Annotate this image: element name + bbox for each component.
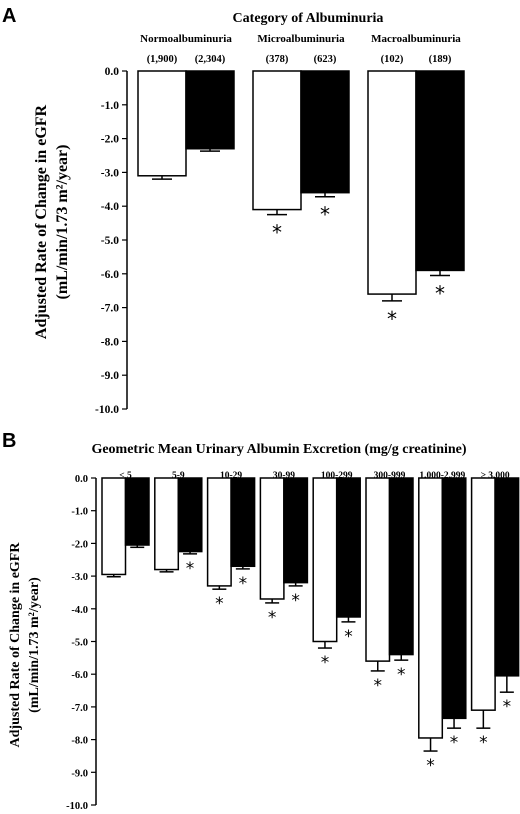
panel-a-category-label: Normoalbuminuria (140, 33, 232, 45)
panel-b-category-label: 30-99 (273, 471, 295, 481)
panel-a-y-axis-units: (mL/min/1.73 m²/year) (54, 145, 71, 300)
panel-a-count-label: (189) (429, 54, 452, 65)
panel-b-y-tick-label: -8.0 (71, 736, 88, 747)
panel-a-title: Category of Albuminuria (233, 11, 384, 26)
panel-b-bar-black (283, 477, 309, 584)
panel-a-y-tick-label: -1.0 (101, 100, 119, 112)
panel-b-y-axis-label: Adjusted Rate of Change in eGFR (8, 542, 23, 748)
panel-a-bar-white (137, 70, 187, 177)
panel-b-category-label: ≥ 3,000 (481, 471, 510, 481)
panel-a-y-tick-label: -7.0 (101, 303, 119, 315)
panel-b-bar-black (494, 477, 520, 677)
panel-a-significance-marker: * (435, 281, 445, 305)
panel-b-letter: B (2, 430, 16, 452)
panel-b-title: Geometric Mean Urinary Albumin Excretion… (91, 442, 466, 457)
panel-b-y-tick-label: -3.0 (71, 572, 88, 583)
panel-a-y-axis-label: Adjusted Rate of Change in eGFR (33, 104, 50, 339)
panel-b-bar-white (418, 477, 444, 739)
panel-a-count-label: (1,900) (147, 54, 178, 65)
panel-b-category-label: 5-9 (172, 471, 185, 481)
panel-b-bar-white (154, 477, 180, 571)
panel-b-bar-white (470, 477, 496, 711)
panel-a-category-label: Macroalbuminuria (371, 33, 461, 45)
panel-a-significance-marker: * (272, 221, 282, 245)
panel-b-category-label: 10-29 (220, 471, 242, 481)
panel-a-y-tick-label: -8.0 (101, 336, 119, 348)
panel-a-significance-marker: * (320, 203, 330, 227)
panel-b-significance-marker: * (215, 594, 224, 614)
panel-b-y-tick-label: -4.0 (71, 605, 88, 616)
panel-b-bar-black (388, 477, 414, 656)
panel-b-y-tick-label: -7.0 (71, 703, 88, 714)
panel-a-count-label: (623) (314, 54, 337, 65)
panel-a-plot: 0.0 -1.0 -2.0 -3.0 -4.0 -5.0 -6.0 -7.0 -8.0 -9.0 -… (95, 33, 465, 416)
panel-b-bar-white (259, 477, 285, 600)
panel-a-bar-black (185, 70, 235, 150)
panel-a-letter: A (2, 5, 16, 27)
panel-a-bar-black (415, 70, 465, 272)
panel-a-count-label: (378) (266, 54, 289, 65)
panel-b-significance-marker: * (321, 653, 330, 673)
panel-b-bar-white (312, 477, 338, 643)
panel-b-bar-white (101, 477, 127, 576)
panel-b-bar-black (441, 477, 467, 720)
panel-b-y-axis-units: (mL/min/1.73 m²/year) (27, 577, 42, 713)
panel-b-significance-marker: * (268, 608, 277, 628)
panel-b-significance-marker: * (479, 733, 488, 753)
panel-b-bar-black (124, 477, 150, 546)
panel-b-y-tick-label: -10.0 (66, 801, 88, 812)
panel-b-significance-marker: * (374, 676, 383, 696)
panel-a-y-tick-label: -2.0 (101, 134, 119, 146)
panel-b-category-label: 300-999 (374, 471, 406, 481)
panel-b-y-tick-label: -5.0 (71, 638, 88, 649)
panel-a-y-tick-label: -6.0 (101, 269, 119, 281)
panel-b-significance-marker: * (291, 591, 300, 611)
panel-b-bar-black (177, 477, 203, 553)
panel-b-bar-black (335, 477, 361, 618)
panel-b-bar-black (230, 477, 256, 568)
panel-a-y-tick-label: -4.0 (101, 201, 119, 213)
panel-a-bar-black (300, 70, 350, 194)
panel-b-significance-marker: * (503, 697, 512, 717)
panel-b-category-label: 100-299 (321, 471, 353, 481)
panel-b-y-tick-label: -1.0 (71, 507, 88, 518)
panel-b-category-label: 1,000-2,999 (419, 471, 465, 481)
panel-a-significance-marker: * (387, 307, 397, 331)
panel-a: A Category of Albuminuria Adjusted Rate … (2, 5, 465, 416)
panel-b-bar-white (365, 477, 391, 662)
panel-b-significance-marker: * (450, 733, 459, 753)
panel-b-plot: 0.0 -1.0 -2.0 -3.0 -4.0 -5.0 -6.0 -7.0 -8.0 -9.0 -… (66, 471, 520, 812)
panel-b-y-tick-label: -9.0 (71, 768, 88, 779)
panel-a-category-label: Microalbuminuria (257, 33, 345, 45)
panel-b-category-label: < 5 (119, 471, 132, 481)
panel-b-significance-marker: * (397, 665, 406, 685)
panel-a-y-tick-label: -10.0 (95, 404, 119, 416)
panel-a-y-tick-label: -5.0 (101, 235, 119, 247)
panel-b-y-tick-label: 0.0 (75, 474, 88, 485)
panel-b-significance-marker: * (344, 627, 353, 647)
panel-b-y-tick-label: -6.0 (71, 670, 88, 681)
panel-a-bar-white (367, 70, 417, 295)
panel-a-bar-white (252, 70, 302, 211)
panel-b: B Geometric Mean Urinary Albumin Excreti… (2, 430, 520, 812)
panel-a-y-tick-label: 0.0 (105, 66, 120, 78)
panel-a-y-tick-label: -9.0 (101, 370, 119, 382)
panel-b-significance-marker: * (186, 559, 195, 579)
panel-b-significance-marker: * (426, 756, 435, 776)
panel-b-y-tick-label: -2.0 (71, 539, 88, 550)
panel-a-y-tick-label: -3.0 (101, 167, 119, 179)
panel-a-count-label: (2,304) (195, 54, 226, 65)
panel-b-significance-marker: * (239, 574, 248, 594)
panel-a-count-label: (102) (381, 54, 404, 65)
panel-b-bar-white (206, 477, 232, 587)
